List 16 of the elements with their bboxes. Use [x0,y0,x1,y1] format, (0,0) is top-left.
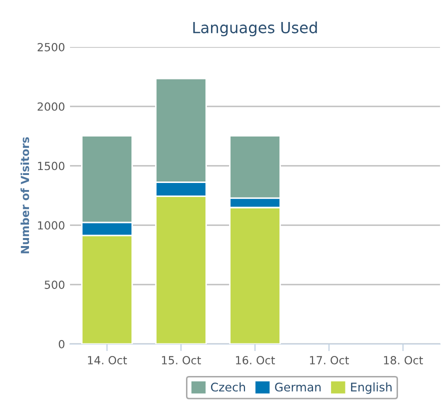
y-tick-label: 2000 [38,102,64,111]
y-tick-label: 1500 [38,162,64,170]
y-axis-title: Number of Visitors [20,137,30,254]
legend-label: Czech [210,382,245,392]
x-tick-label: 18. Oct [384,356,423,364]
x-tick-label: 17. Oct [310,356,349,364]
y-tick-label: 2500 [38,42,64,52]
chart-title: Languages Used [193,22,317,36]
y-tick-label: 500 [44,280,64,289]
x-tick-label: 14. Oct [88,356,127,364]
legend-label: English [351,382,392,394]
y-tick-label: 1000 [38,221,64,230]
legend-label: German [274,382,321,392]
x-tick-label: 15. Oct [162,356,201,364]
y-tick-label: 0 [58,340,64,348]
x-tick-label: 16. Oct [236,356,275,364]
